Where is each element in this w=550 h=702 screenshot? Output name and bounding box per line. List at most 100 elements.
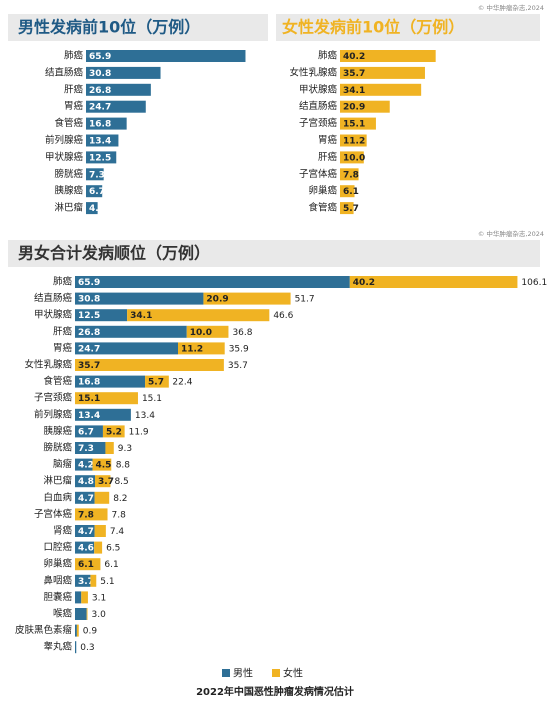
category-label: 胆囊癌 (43, 591, 72, 603)
value-label: 16.8 (89, 120, 111, 130)
category-label: 睾丸癌 (43, 641, 72, 653)
value-label: 3.7 (98, 477, 114, 487)
bar (86, 66, 161, 79)
total-label: 7.4 (110, 527, 125, 537)
total-label: 15.1 (142, 394, 162, 404)
bar (86, 134, 119, 147)
value-label: 7.3 (89, 170, 105, 180)
bar (86, 83, 151, 96)
category-label: 肝癌 (318, 151, 338, 163)
total-label: 51.7 (295, 295, 315, 305)
value-label: 15.1 (78, 394, 100, 404)
total-label: 36.8 (232, 328, 252, 338)
category-label: 淋巴瘤 (43, 475, 72, 487)
bar (86, 151, 117, 164)
category-label: 卵巢癌 (308, 185, 337, 197)
title-band (8, 14, 268, 41)
value-label: 13.4 (78, 411, 100, 421)
total-label: 8.8 (116, 461, 131, 471)
bar (75, 442, 106, 454)
total-label: 6.5 (106, 544, 120, 554)
value-label: 6.1 (78, 560, 94, 570)
category-label: 食管癌 (43, 375, 72, 387)
bar (95, 475, 111, 488)
category-label: 食管癌 (54, 117, 83, 129)
category-label: 甲状腺癌 (299, 83, 338, 95)
category-label: 肝癌 (53, 325, 73, 337)
value-label: 30.8 (78, 295, 100, 305)
bar (340, 66, 425, 79)
bar (105, 442, 114, 454)
bar (94, 525, 106, 537)
category-label: 脑瘤 (53, 458, 73, 470)
category-label: 胰腺癌 (43, 425, 72, 437)
value-label: 4.7 (78, 527, 94, 537)
value-label: 5.7 (148, 378, 164, 388)
bar (75, 574, 91, 587)
value-label: 13.4 (89, 137, 111, 147)
bar (76, 624, 79, 637)
category-label: 膀胱癌 (43, 442, 72, 454)
bar (75, 425, 103, 438)
bar (340, 83, 422, 96)
total-label: 6.1 (104, 560, 118, 570)
category-label: 肝癌 (64, 83, 84, 95)
chart-title: 女性发病前10位（万例） (282, 18, 464, 37)
category-label: 胃癌 (53, 342, 73, 354)
value-label: 65.9 (89, 52, 111, 62)
bar (75, 541, 95, 554)
bar (75, 624, 77, 637)
category-label: 胃癌 (318, 134, 338, 146)
category-label: 结直肠癌 (34, 292, 73, 304)
bar (86, 608, 88, 620)
bar (186, 325, 229, 338)
value-label: 40.2 (343, 52, 365, 62)
total-label: 3.1 (92, 593, 106, 603)
value-label: 10.0 (190, 328, 212, 338)
value-label: 15.1 (343, 120, 365, 130)
value-label: 20.9 (206, 295, 228, 305)
chart-title: 男女合计发病顺位（万例） (18, 244, 210, 263)
value-label: 24.7 (89, 103, 111, 113)
category-label: 淋巴瘤 (54, 202, 83, 214)
category-label: 鼻咽癌 (43, 574, 72, 586)
footer: 2022年中国恶性肿瘤发病情况估计 (196, 685, 354, 698)
value-label: 4.8 (78, 477, 94, 487)
legend-label: 男性 (233, 667, 253, 680)
category-label: 胃癌 (64, 100, 84, 112)
value-label: 7.8 (343, 170, 359, 180)
bar (75, 491, 95, 504)
bar (75, 458, 93, 471)
bar (127, 309, 270, 322)
category-label: 食管癌 (308, 202, 337, 214)
source-note: © 中华肿瘤杂志,2024 (478, 3, 544, 12)
value-label: 4.8 (89, 204, 105, 214)
total-label: 0.3 (80, 643, 94, 653)
category-label: 口腔癌 (43, 541, 72, 553)
category-label: 肺癌 (53, 276, 73, 288)
category-label: 女性乳腺癌 (289, 66, 337, 78)
chart-title: 男性发病前10位（万例） (18, 18, 200, 37)
value-label: 7.3 (78, 444, 94, 454)
bar (75, 408, 131, 421)
bar (94, 541, 103, 554)
category-label: 结直肠癌 (299, 100, 338, 112)
bar (75, 325, 187, 338)
title-band (276, 14, 540, 41)
bar (340, 168, 359, 181)
total-label: 5.1 (100, 577, 114, 587)
bar (92, 458, 112, 471)
value-label: 65.9 (78, 278, 100, 288)
bar (90, 574, 97, 587)
category-label: 喉癌 (53, 608, 73, 620)
value-label: 16.8 (78, 378, 100, 388)
bar (340, 151, 364, 164)
bar (177, 342, 225, 355)
value-label: 6.1 (343, 187, 359, 197)
bar (75, 608, 87, 620)
value-label: 4.6 (78, 544, 94, 554)
title-band (8, 240, 540, 267)
total-label: 46.6 (273, 311, 293, 321)
value-label: 5.2 (106, 427, 122, 437)
